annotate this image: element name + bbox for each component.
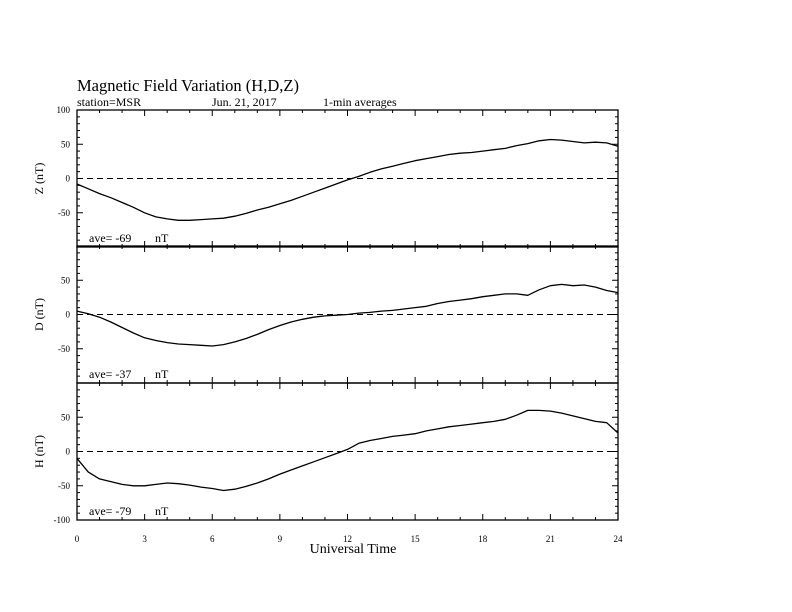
y-tick-label-h: 0 — [66, 447, 71, 457]
ave-unit-d: nT — [155, 367, 169, 381]
x-axis-label: Universal Time — [310, 542, 397, 557]
date-label: Jun. 21, 2017 — [212, 95, 277, 109]
y-tick-label-z: -50 — [58, 208, 70, 218]
x-tick-label: 6 — [210, 534, 215, 544]
y-tick-label-h: -100 — [54, 515, 71, 525]
ave-label-d: ave= -37 — [89, 367, 131, 381]
y-tick-label-d: 50 — [61, 275, 71, 285]
y-tick-label-z: 100 — [57, 105, 71, 115]
x-tick-label: 12 — [343, 534, 352, 544]
y-tick-label-h: 50 — [61, 412, 71, 422]
y-tick-label-z: 50 — [61, 139, 71, 149]
x-tick-label: 18 — [478, 534, 488, 544]
ave-unit-h: nT — [155, 504, 169, 518]
y-axis-label-h: H (nT) — [32, 435, 46, 468]
x-tick-label: 21 — [546, 534, 555, 544]
series-line-h — [76, 409, 619, 492]
y-tick-label-z: 0 — [66, 174, 71, 184]
y-axis-label-z: Z (nT) — [32, 163, 46, 195]
plot-panels: 100 50 0 -50 Z (nT) ave= -69 nT 50 0 -50 D (nT) ave… — [32, 105, 623, 544]
chart-title: Magnetic Field Variation (H,D,Z) — [77, 76, 299, 95]
station-label: station=MSR — [77, 95, 141, 109]
y-tick-label-d: -50 — [58, 344, 70, 354]
x-tick-label: 9 — [278, 534, 283, 544]
y-axis-label-d: D (nT) — [32, 298, 46, 331]
series-line-d — [76, 283, 619, 347]
x-tick-label: 3 — [142, 534, 147, 544]
y-tick-label-h: -50 — [58, 481, 70, 491]
series-line-z — [76, 138, 619, 221]
x-tick-label: 15 — [411, 534, 421, 544]
x-tick-label: 24 — [614, 534, 624, 544]
y-tick-label-d: 0 — [66, 310, 71, 320]
ave-label-z: ave= -69 — [89, 231, 131, 245]
x-tick-label: 0 — [75, 534, 80, 544]
ave-label-h: ave= -79 — [89, 504, 131, 518]
ave-unit-z: nT — [155, 231, 169, 245]
averaging-label: 1-min averages — [323, 95, 397, 109]
